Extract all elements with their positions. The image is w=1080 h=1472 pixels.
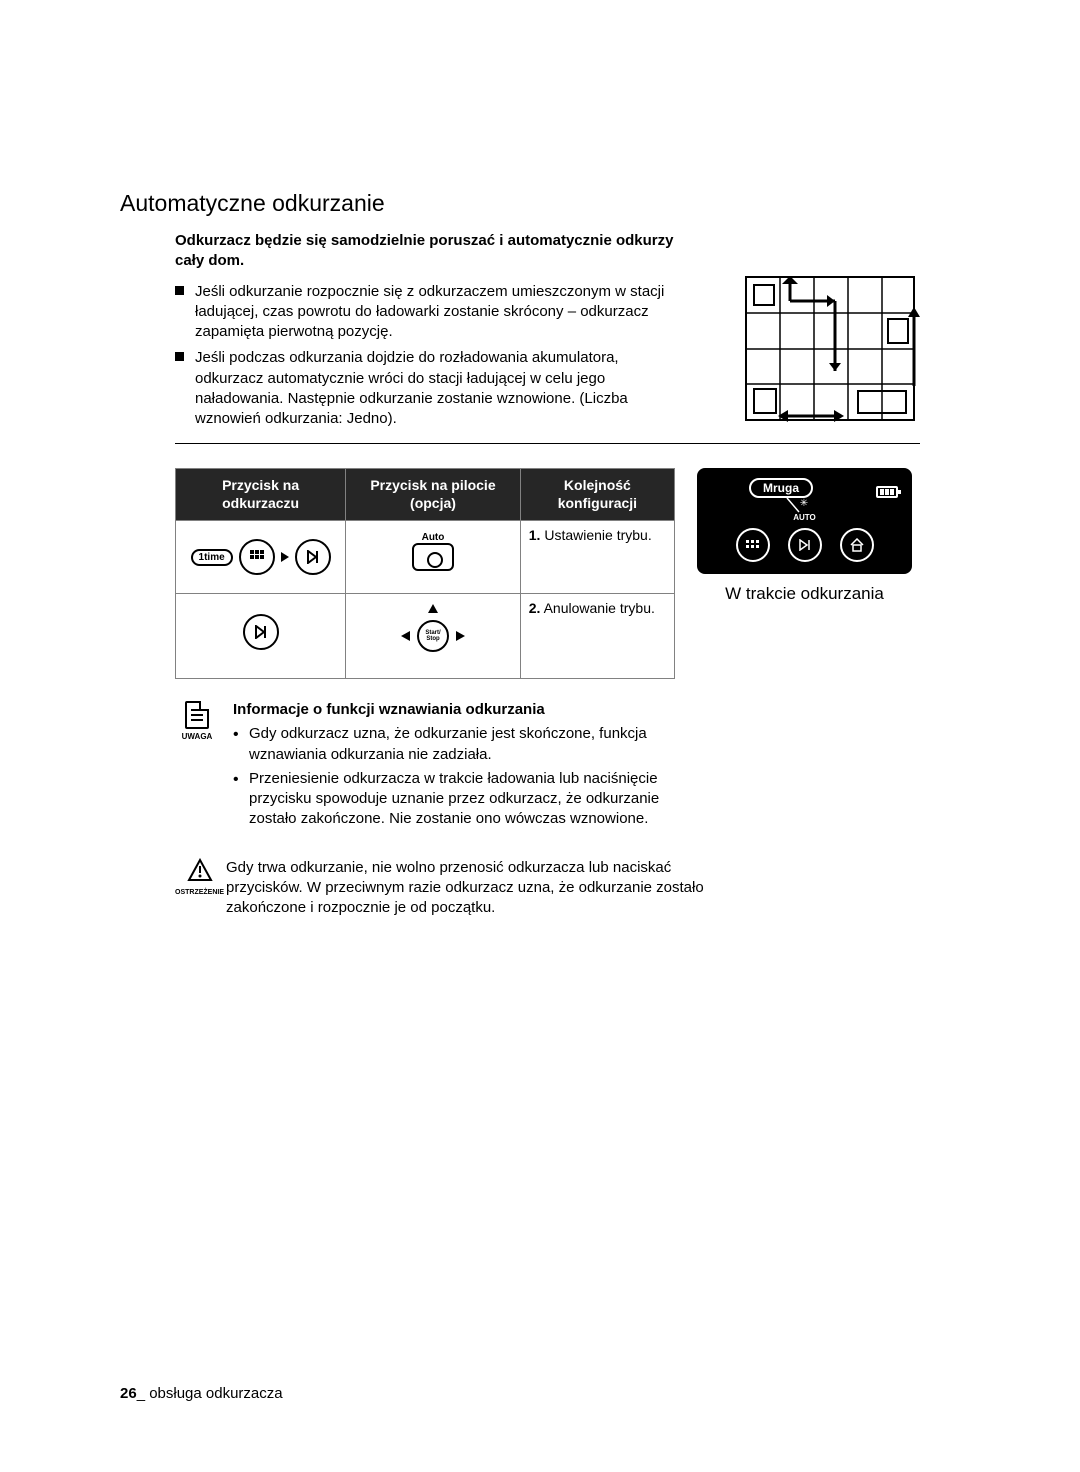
table-row-area: Przycisk na odkurzaczu Przycisk na piloc… <box>175 468 920 679</box>
remote-auto-label: Auto <box>412 532 454 543</box>
section-heading: Automatyczne odkurzanie <box>120 190 920 217</box>
step-text: Anulowanie trybu. <box>544 600 655 616</box>
intro-bullet: Jeśli podczas odkurzania dojdzie do rozł… <box>175 348 685 429</box>
mruga-badge: Mruga <box>749 478 813 498</box>
display-mode-icon <box>736 528 770 562</box>
warning-text: Gdy trwa odkurzanie, nie wolno przenosić… <box>226 858 705 919</box>
dpad-left-icon <box>401 631 410 641</box>
onetime-badge: 1time <box>191 549 233 566</box>
note-title: Informacje o funkcji wznawiania odkurzan… <box>233 701 705 718</box>
config-table: Przycisk na odkurzaczu Przycisk na piloc… <box>175 468 675 679</box>
note-bullet: Gdy odkurzacz uzna, że odkurzanie jest s… <box>233 724 705 765</box>
warning-icon-label: OSTRZEŻENIE <box>175 889 224 896</box>
sun-icon: ✳ <box>707 498 902 509</box>
play-icon <box>243 614 279 650</box>
remote-dpad: Start/ Stop <box>401 604 465 668</box>
display-auto-label: AUTO <box>707 513 902 522</box>
table-header: Przycisk na odkurzaczu <box>176 469 346 521</box>
table-header: Kolejność konfiguracji <box>520 469 674 521</box>
dpad-center-label: Start/ Stop <box>417 620 449 652</box>
vacuum-button-cell <box>184 600 337 664</box>
table-row: Start/ Stop 2. Anulowanie trybu. <box>176 594 675 679</box>
dpad-up-icon <box>428 604 438 613</box>
display-home-icon <box>840 528 874 562</box>
display-panel: Mruga ✳ AUTO W trakcie odkurza <box>697 468 912 679</box>
dpad-right-icon <box>456 631 465 641</box>
status-text: W trakcie odkurzania <box>697 584 912 604</box>
intro-bullet: Jeśli odkurzanie rozpocznie się z odkurz… <box>175 282 685 343</box>
step-text: Ustawienie trybu. <box>544 527 651 543</box>
battery-icon <box>876 486 898 498</box>
vacuum-buttons-cell: 1time <box>184 527 337 587</box>
table-row: 1time Auto <box>176 521 675 594</box>
intro-lead: Odkurzacz będzie się samodzielnie porusz… <box>175 231 705 272</box>
section-divider <box>175 443 920 444</box>
remote-body-icon <box>412 543 454 571</box>
step-number: 1. <box>529 527 541 543</box>
table-header: Przycisk na pilocie (opcja) <box>346 469 521 521</box>
note-icon-label: UWAGA <box>175 732 219 741</box>
play-icon <box>295 539 331 575</box>
arrow-right-icon <box>281 552 289 562</box>
remote-auto-cell: Auto <box>412 532 454 571</box>
warning-icon <box>187 858 213 882</box>
step-number: 2. <box>529 600 541 616</box>
page-content: Automatyczne odkurzanie Odkurzacz będzie… <box>120 190 920 918</box>
page-number: 26 <box>120 1385 137 1402</box>
floorplan-diagram <box>740 271 920 426</box>
display-play-icon <box>788 528 822 562</box>
note-icon <box>185 701 209 729</box>
mode-icon <box>239 539 275 575</box>
note-bullet: Przeniesienie odkurzacza w trakcie ładow… <box>233 769 705 830</box>
page-footer: 26_ obsługa odkurzacza <box>120 1385 283 1402</box>
vacuum-display: Mruga ✳ AUTO <box>697 468 912 574</box>
footer-section: _ obsługa odkurzacza <box>137 1385 283 1402</box>
warning-block: OSTRZEŻENIE Gdy trwa odkurzanie, nie wol… <box>175 858 705 919</box>
note-block: UWAGA Informacje o funkcji wznawiania od… <box>175 701 705 833</box>
intro-block: Odkurzacz będzie się samodzielnie porusz… <box>175 231 920 444</box>
